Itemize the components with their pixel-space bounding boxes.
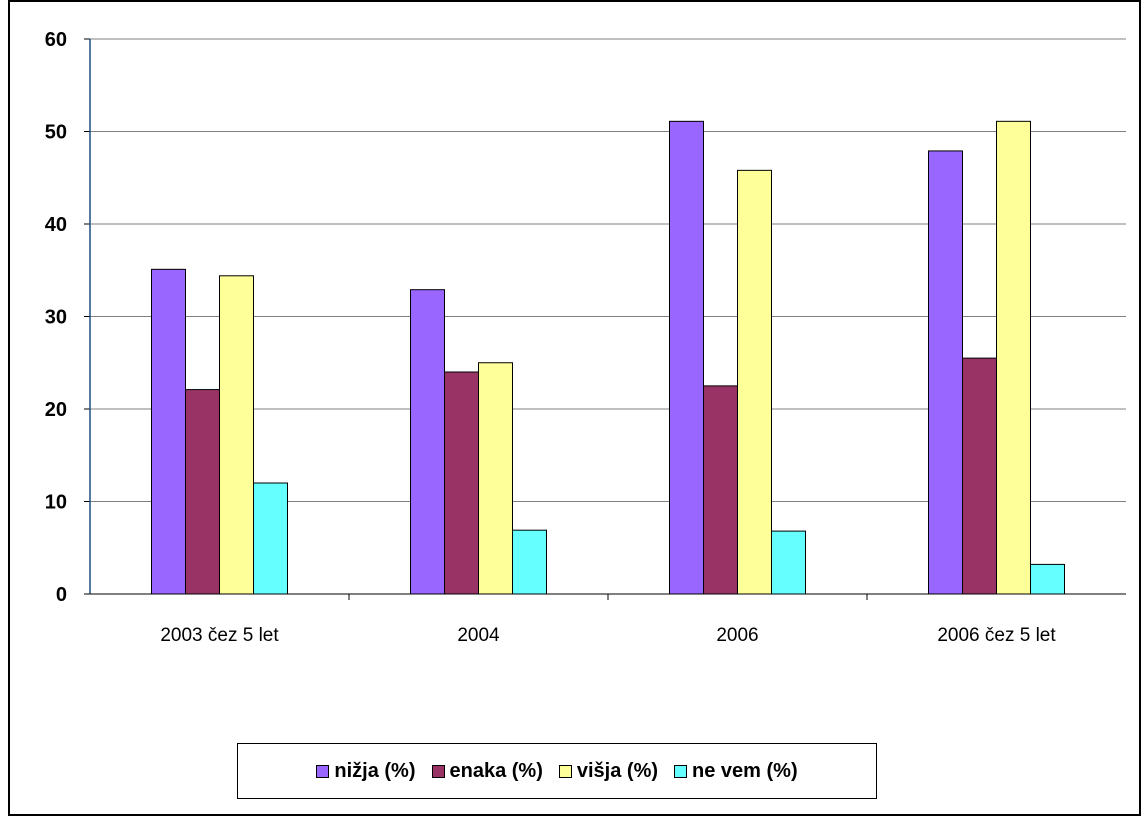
tick-labels: 0 10 20 30 40 50 60 2003 čez 5 let 2004 2006 2006 …: [45, 29, 1057, 646]
bar: [444, 371, 479, 595]
bar: [669, 120, 704, 595]
bar: [737, 169, 772, 595]
bar: [151, 268, 186, 595]
bar: [1030, 563, 1065, 595]
legend-swatch-visja: [558, 764, 572, 778]
bar: [253, 482, 288, 595]
y-tick-label: 20: [45, 399, 67, 421]
y-tick-label: 40: [45, 214, 67, 236]
y-tick-label: 60: [45, 29, 67, 51]
legend-item-ne-vem: ne vem (%): [674, 760, 798, 783]
y-tick-label: 10: [45, 492, 67, 514]
bar: [771, 530, 806, 595]
x-tick-label: 2004: [457, 625, 500, 646]
axes: [84, 38, 1126, 600]
bar: [410, 289, 445, 595]
bar: [962, 357, 997, 595]
bar: [512, 529, 547, 595]
legend-swatch-nizja: [316, 764, 330, 778]
x-tick-label: 2006: [716, 625, 758, 646]
x-tick-label: 2006 čez 5 let: [937, 625, 1056, 646]
legend-label-nizja: nižja (%): [334, 759, 416, 782]
legend-label-visja: višja (%): [576, 759, 659, 782]
legend-label-enaka: enaka (%): [449, 759, 543, 782]
legend-swatch-ne-vem: [674, 764, 688, 778]
legend-item-nizja: nižja (%): [316, 759, 416, 783]
bar: [219, 275, 254, 595]
x-tick-label: 2003 čez 5 let: [160, 625, 279, 646]
y-tick-label: 50: [45, 122, 67, 144]
legend-label-ne-vem: ne vem (%): [692, 759, 798, 782]
bar: [478, 362, 513, 595]
y-tick-label: 0: [56, 584, 67, 606]
legend: nižja (%) enaka (%) višja (%) ne vem (%): [237, 743, 877, 799]
bar: [185, 389, 220, 595]
legend-swatch-enaka: [431, 764, 445, 778]
legend-item-enaka: enaka (%): [431, 759, 543, 783]
bars: [151, 120, 1065, 595]
y-tick-label: 30: [45, 307, 67, 329]
bar: [928, 150, 963, 595]
bar: [996, 120, 1031, 595]
bar: [703, 385, 738, 595]
legend-item-visja: višja (%): [558, 759, 659, 783]
